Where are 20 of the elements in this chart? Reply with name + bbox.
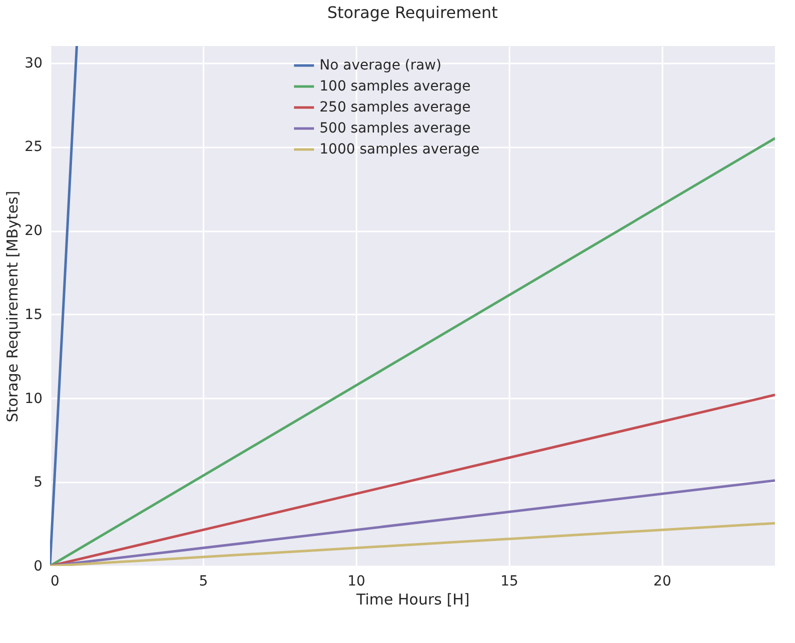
legend-label: 100 samples average (320, 78, 471, 94)
legend-label: 1000 samples average (320, 142, 480, 158)
y-tick-label: 0 (34, 558, 42, 574)
y-tick-label: 15 (24, 306, 42, 323)
x-tick-label: 5 (198, 574, 208, 590)
y-tick-label: 5 (34, 474, 42, 491)
legend-label: 250 samples average (320, 100, 471, 116)
y-axis-title: Storage Requirement [MBytes] (4, 190, 22, 422)
x-tick-label: 15 (500, 574, 518, 590)
y-tick-label: 30 (24, 55, 42, 72)
y-tick-label: 10 (24, 390, 42, 407)
y-tick-label: 25 (24, 139, 42, 156)
x-tick-label: 10 (347, 574, 366, 590)
x-axis-title: Time Hours [H] (355, 590, 470, 608)
x-tick-label: 20 (653, 574, 672, 590)
chart-title: Storage Requirement (327, 3, 498, 22)
legend-label: No average (raw) (320, 58, 442, 74)
x-tick-label: 0 (50, 574, 60, 590)
legend-label: 500 samples average (320, 120, 471, 136)
y-tick-label: 20 (24, 223, 42, 240)
